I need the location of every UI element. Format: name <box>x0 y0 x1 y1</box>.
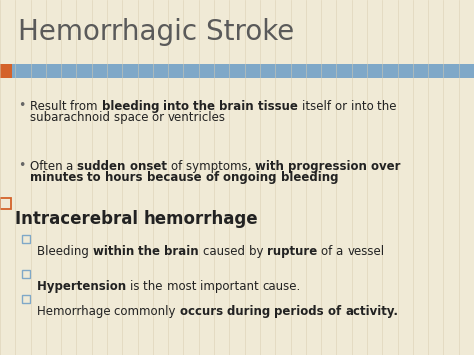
Bar <box>22 235 30 243</box>
Text: hemorrhage: hemorrhage <box>144 210 258 228</box>
Text: during: during <box>227 305 274 318</box>
Text: sudden: sudden <box>77 160 130 173</box>
Text: with: with <box>255 160 288 173</box>
Text: a: a <box>336 245 347 258</box>
Text: to: to <box>88 171 105 185</box>
Text: activity.: activity. <box>346 305 398 318</box>
Text: brain: brain <box>164 245 203 258</box>
Bar <box>0 64 474 78</box>
Text: caused: caused <box>203 245 249 258</box>
Text: hours: hours <box>105 171 147 185</box>
Text: is: is <box>130 280 144 293</box>
Text: because: because <box>147 171 206 185</box>
Text: Result: Result <box>30 100 70 113</box>
Text: by: by <box>249 245 267 258</box>
Text: symptoms,: symptoms, <box>186 160 255 173</box>
Bar <box>22 270 30 278</box>
Text: minutes: minutes <box>30 171 88 185</box>
Text: into: into <box>351 100 377 113</box>
Text: occurs: occurs <box>180 305 227 318</box>
Bar <box>0 64 12 78</box>
Text: important: important <box>200 280 263 293</box>
Text: from: from <box>70 100 101 113</box>
Text: tissue: tissue <box>258 100 302 113</box>
Text: the: the <box>138 245 164 258</box>
Text: periods: periods <box>274 305 328 318</box>
Text: space: space <box>114 111 152 125</box>
Text: itself: itself <box>302 100 335 113</box>
Text: cause.: cause. <box>263 280 301 293</box>
Text: most: most <box>167 280 200 293</box>
Text: commonly: commonly <box>114 305 180 318</box>
Text: •: • <box>18 159 26 172</box>
Text: vessel: vessel <box>347 245 384 258</box>
Text: ventricles: ventricles <box>168 111 226 125</box>
Text: the: the <box>193 100 219 113</box>
Text: ongoing: ongoing <box>223 171 281 185</box>
Text: or: or <box>152 111 168 125</box>
Text: of: of <box>328 305 346 318</box>
Text: within: within <box>92 245 138 258</box>
Text: of: of <box>206 171 223 185</box>
Text: rupture: rupture <box>267 245 321 258</box>
Text: the: the <box>144 280 167 293</box>
Text: over: over <box>371 160 405 173</box>
Text: a: a <box>66 160 77 173</box>
Text: bleeding: bleeding <box>101 100 163 113</box>
Text: Hypertension: Hypertension <box>37 280 130 293</box>
Text: brain: brain <box>219 100 258 113</box>
Text: •: • <box>18 99 26 112</box>
Text: bleeding: bleeding <box>281 171 338 185</box>
Text: subarachnoid: subarachnoid <box>30 111 114 125</box>
Text: progression: progression <box>288 160 371 173</box>
Text: into: into <box>163 100 193 113</box>
Bar <box>0 198 11 209</box>
Text: Hemorrhagic Stroke: Hemorrhagic Stroke <box>18 18 294 46</box>
Bar <box>22 295 30 303</box>
Text: or: or <box>335 100 351 113</box>
Text: Often: Often <box>30 160 66 173</box>
Text: Intracerebral: Intracerebral <box>15 210 144 228</box>
Text: Hemorrhage: Hemorrhage <box>37 305 114 318</box>
Text: onset: onset <box>130 160 171 173</box>
Text: Bleeding: Bleeding <box>37 245 92 258</box>
Text: of: of <box>171 160 186 173</box>
Text: the: the <box>377 100 401 113</box>
Text: of: of <box>321 245 336 258</box>
